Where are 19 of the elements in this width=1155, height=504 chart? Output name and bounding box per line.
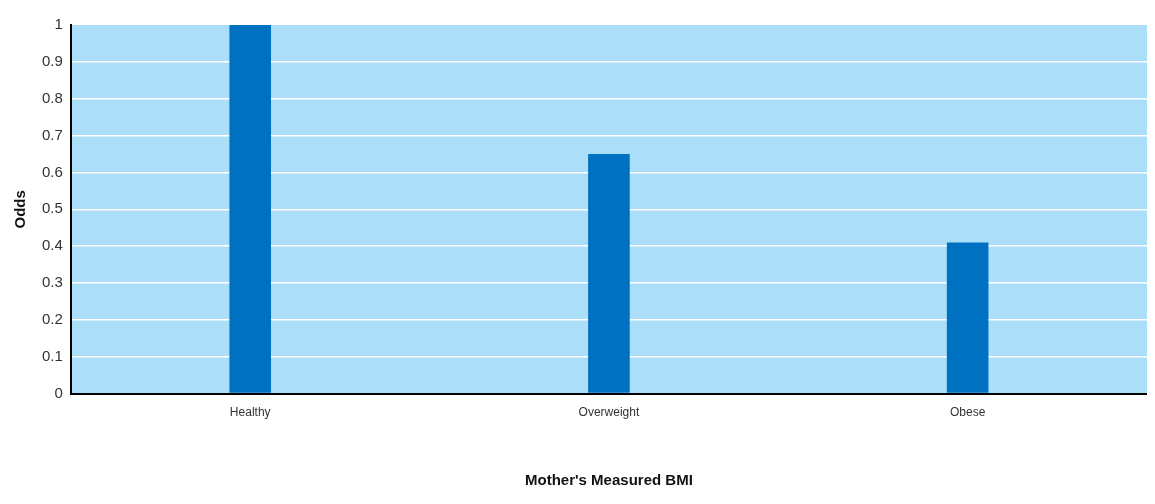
y-tick-label: 0.4 <box>41 236 63 254</box>
y-tick-label: 0.9 <box>41 52 63 69</box>
y-tick-label: 0.2 <box>41 310 63 328</box>
bar <box>229 25 272 393</box>
y-tick-label: 0.1 <box>41 346 63 364</box>
bar <box>588 154 630 393</box>
y-tick-label: 1 <box>54 15 63 33</box>
y-tick-label: 0.7 <box>41 125 63 143</box>
y-tick-label: 0.5 <box>41 199 63 217</box>
y-tick-label: 0.8 <box>41 88 63 106</box>
y-tick-label: 0.3 <box>41 273 63 291</box>
x-tick-label: Obese <box>949 405 986 420</box>
x-axis-title: Mother's Measured BMI <box>525 471 693 489</box>
x-tick-label: Overweight <box>578 405 640 420</box>
y-tick-label: 0 <box>54 383 63 401</box>
y-tick-label: 0.6 <box>41 162 63 180</box>
x-tick-label: Healthy <box>229 405 271 420</box>
bar <box>946 242 989 393</box>
y-axis-title: Odds <box>11 190 29 229</box>
